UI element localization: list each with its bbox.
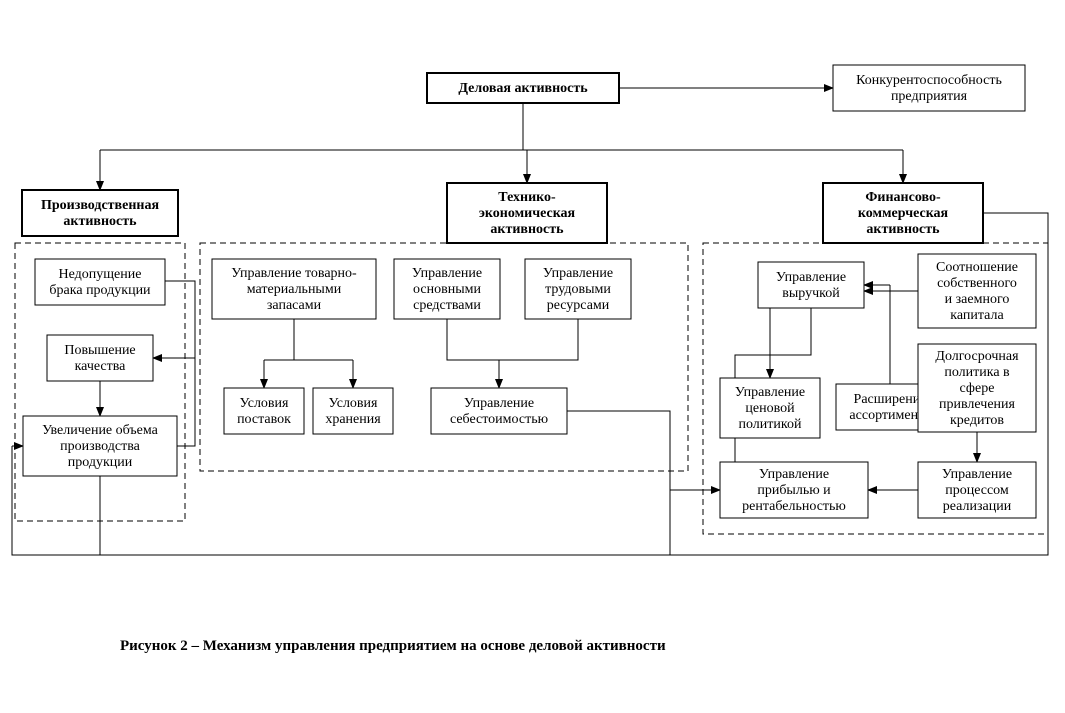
node-text: Деловая активность bbox=[458, 81, 588, 96]
node-text: Увеличение объема bbox=[42, 423, 158, 438]
node-text: политикой bbox=[739, 417, 802, 432]
node-tech-head: Технико-экономическаяактивность bbox=[447, 183, 607, 243]
node-text: ценовой bbox=[745, 401, 795, 416]
node-text: Управление bbox=[942, 467, 1012, 482]
node-text: выручкой bbox=[782, 286, 840, 301]
node-text: производства bbox=[60, 439, 141, 454]
node-text: собственного bbox=[937, 276, 1017, 291]
node-text: Недопущение bbox=[59, 267, 142, 282]
node-text: активность bbox=[63, 214, 137, 229]
node-text: капитала bbox=[950, 308, 1004, 323]
node-text: Условия bbox=[240, 396, 290, 411]
node-prod-3: Увеличение объемапроизводствапродукции bbox=[23, 416, 177, 476]
node-text: Соотношение bbox=[936, 260, 1018, 275]
node-text: себестоимостью bbox=[450, 412, 548, 427]
node-text: ресурсами bbox=[547, 298, 610, 313]
node-text: реализации bbox=[943, 499, 1012, 514]
node-text: Управление bbox=[412, 266, 482, 281]
node-fin-head: Финансово-коммерческаяактивность bbox=[823, 183, 983, 243]
node-text: поставок bbox=[237, 412, 291, 427]
node-text: средствами bbox=[413, 298, 481, 313]
node-text: Управление bbox=[759, 467, 829, 482]
node-text: Долгосрочная bbox=[935, 349, 1019, 364]
node-text: активность bbox=[490, 222, 564, 237]
node-text: Условия bbox=[329, 396, 379, 411]
node-text: и заемного bbox=[945, 292, 1010, 307]
node-text: предприятия bbox=[891, 89, 968, 104]
node-tech-1: Управление товарно-материальнымизапасами bbox=[212, 259, 376, 319]
node-prod-1: Недопущениебрака продукции bbox=[35, 259, 165, 305]
node-text: Управление товарно- bbox=[231, 266, 357, 281]
node-text: прибылью и bbox=[757, 483, 831, 498]
node-text: коммерческая bbox=[858, 206, 949, 221]
node-text: Расширение bbox=[854, 392, 927, 407]
node-text: Технико- bbox=[498, 190, 556, 205]
node-text: Управление bbox=[776, 270, 846, 285]
node-text: брака продукции bbox=[49, 283, 151, 298]
node-text: привлечения bbox=[939, 397, 1016, 412]
node-text: Финансово- bbox=[865, 190, 941, 205]
node-prod-head: Производственнаяактивность bbox=[22, 190, 178, 236]
node-compet: Конкурентоспособностьпредприятия bbox=[833, 65, 1025, 111]
node-text: Управление bbox=[735, 385, 805, 400]
node-text: рентабельностью bbox=[742, 499, 846, 514]
node-text: кредитов bbox=[950, 413, 1004, 428]
node-prod-2: Повышениекачества bbox=[47, 335, 153, 381]
node-fin-7: Управлениеприбылью ирентабельностью bbox=[720, 462, 868, 518]
node-text: Конкурентоспособность bbox=[856, 73, 1002, 88]
node-text: запасами bbox=[267, 298, 322, 313]
node-tech-2: Управлениеосновнымисредствами bbox=[394, 259, 500, 319]
node-fin-2: Управлениеценовойполитикой bbox=[720, 378, 820, 438]
business-activity-diagram: Деловая активностьКонкурентоспособностьп… bbox=[0, 0, 1065, 713]
node-text: сфере bbox=[960, 381, 995, 396]
node-text: Повышение bbox=[64, 343, 135, 358]
node-text: активность bbox=[866, 222, 940, 237]
node-text: Управление bbox=[464, 396, 534, 411]
node-text: экономическая bbox=[479, 206, 576, 221]
node-text: трудовыми bbox=[545, 282, 611, 297]
node-fin-1: Управлениевыручкой bbox=[758, 262, 864, 308]
node-tech-4: Условияпоставок bbox=[224, 388, 304, 434]
node-tech-6: Управлениесебестоимостью bbox=[431, 388, 567, 434]
node-text: процессом bbox=[945, 483, 1009, 498]
node-fin-5: Долгосрочнаяполитика всферепривлечениякр… bbox=[918, 344, 1036, 432]
node-text: качества bbox=[75, 359, 127, 374]
node-fin-4: Соотношениесобственногои заемногокапитал… bbox=[918, 254, 1036, 328]
node-root: Деловая активность bbox=[427, 73, 619, 103]
node-text: продукции bbox=[68, 455, 133, 470]
node-tech-3: Управлениетрудовымиресурсами bbox=[525, 259, 631, 319]
node-text: Управление bbox=[543, 266, 613, 281]
node-text: Производственная bbox=[41, 198, 160, 213]
edge bbox=[567, 411, 720, 490]
figure-caption: Рисунок 2 – Механизм управления предприя… bbox=[120, 638, 666, 654]
node-text: политика в bbox=[944, 365, 1010, 380]
node-tech-5: Условияхранения bbox=[313, 388, 393, 434]
node-text: основными bbox=[413, 282, 481, 297]
node-fin-6: Управлениепроцессомреализации bbox=[918, 462, 1036, 518]
node-text: хранения bbox=[325, 412, 381, 427]
node-text: материальными bbox=[247, 282, 342, 297]
